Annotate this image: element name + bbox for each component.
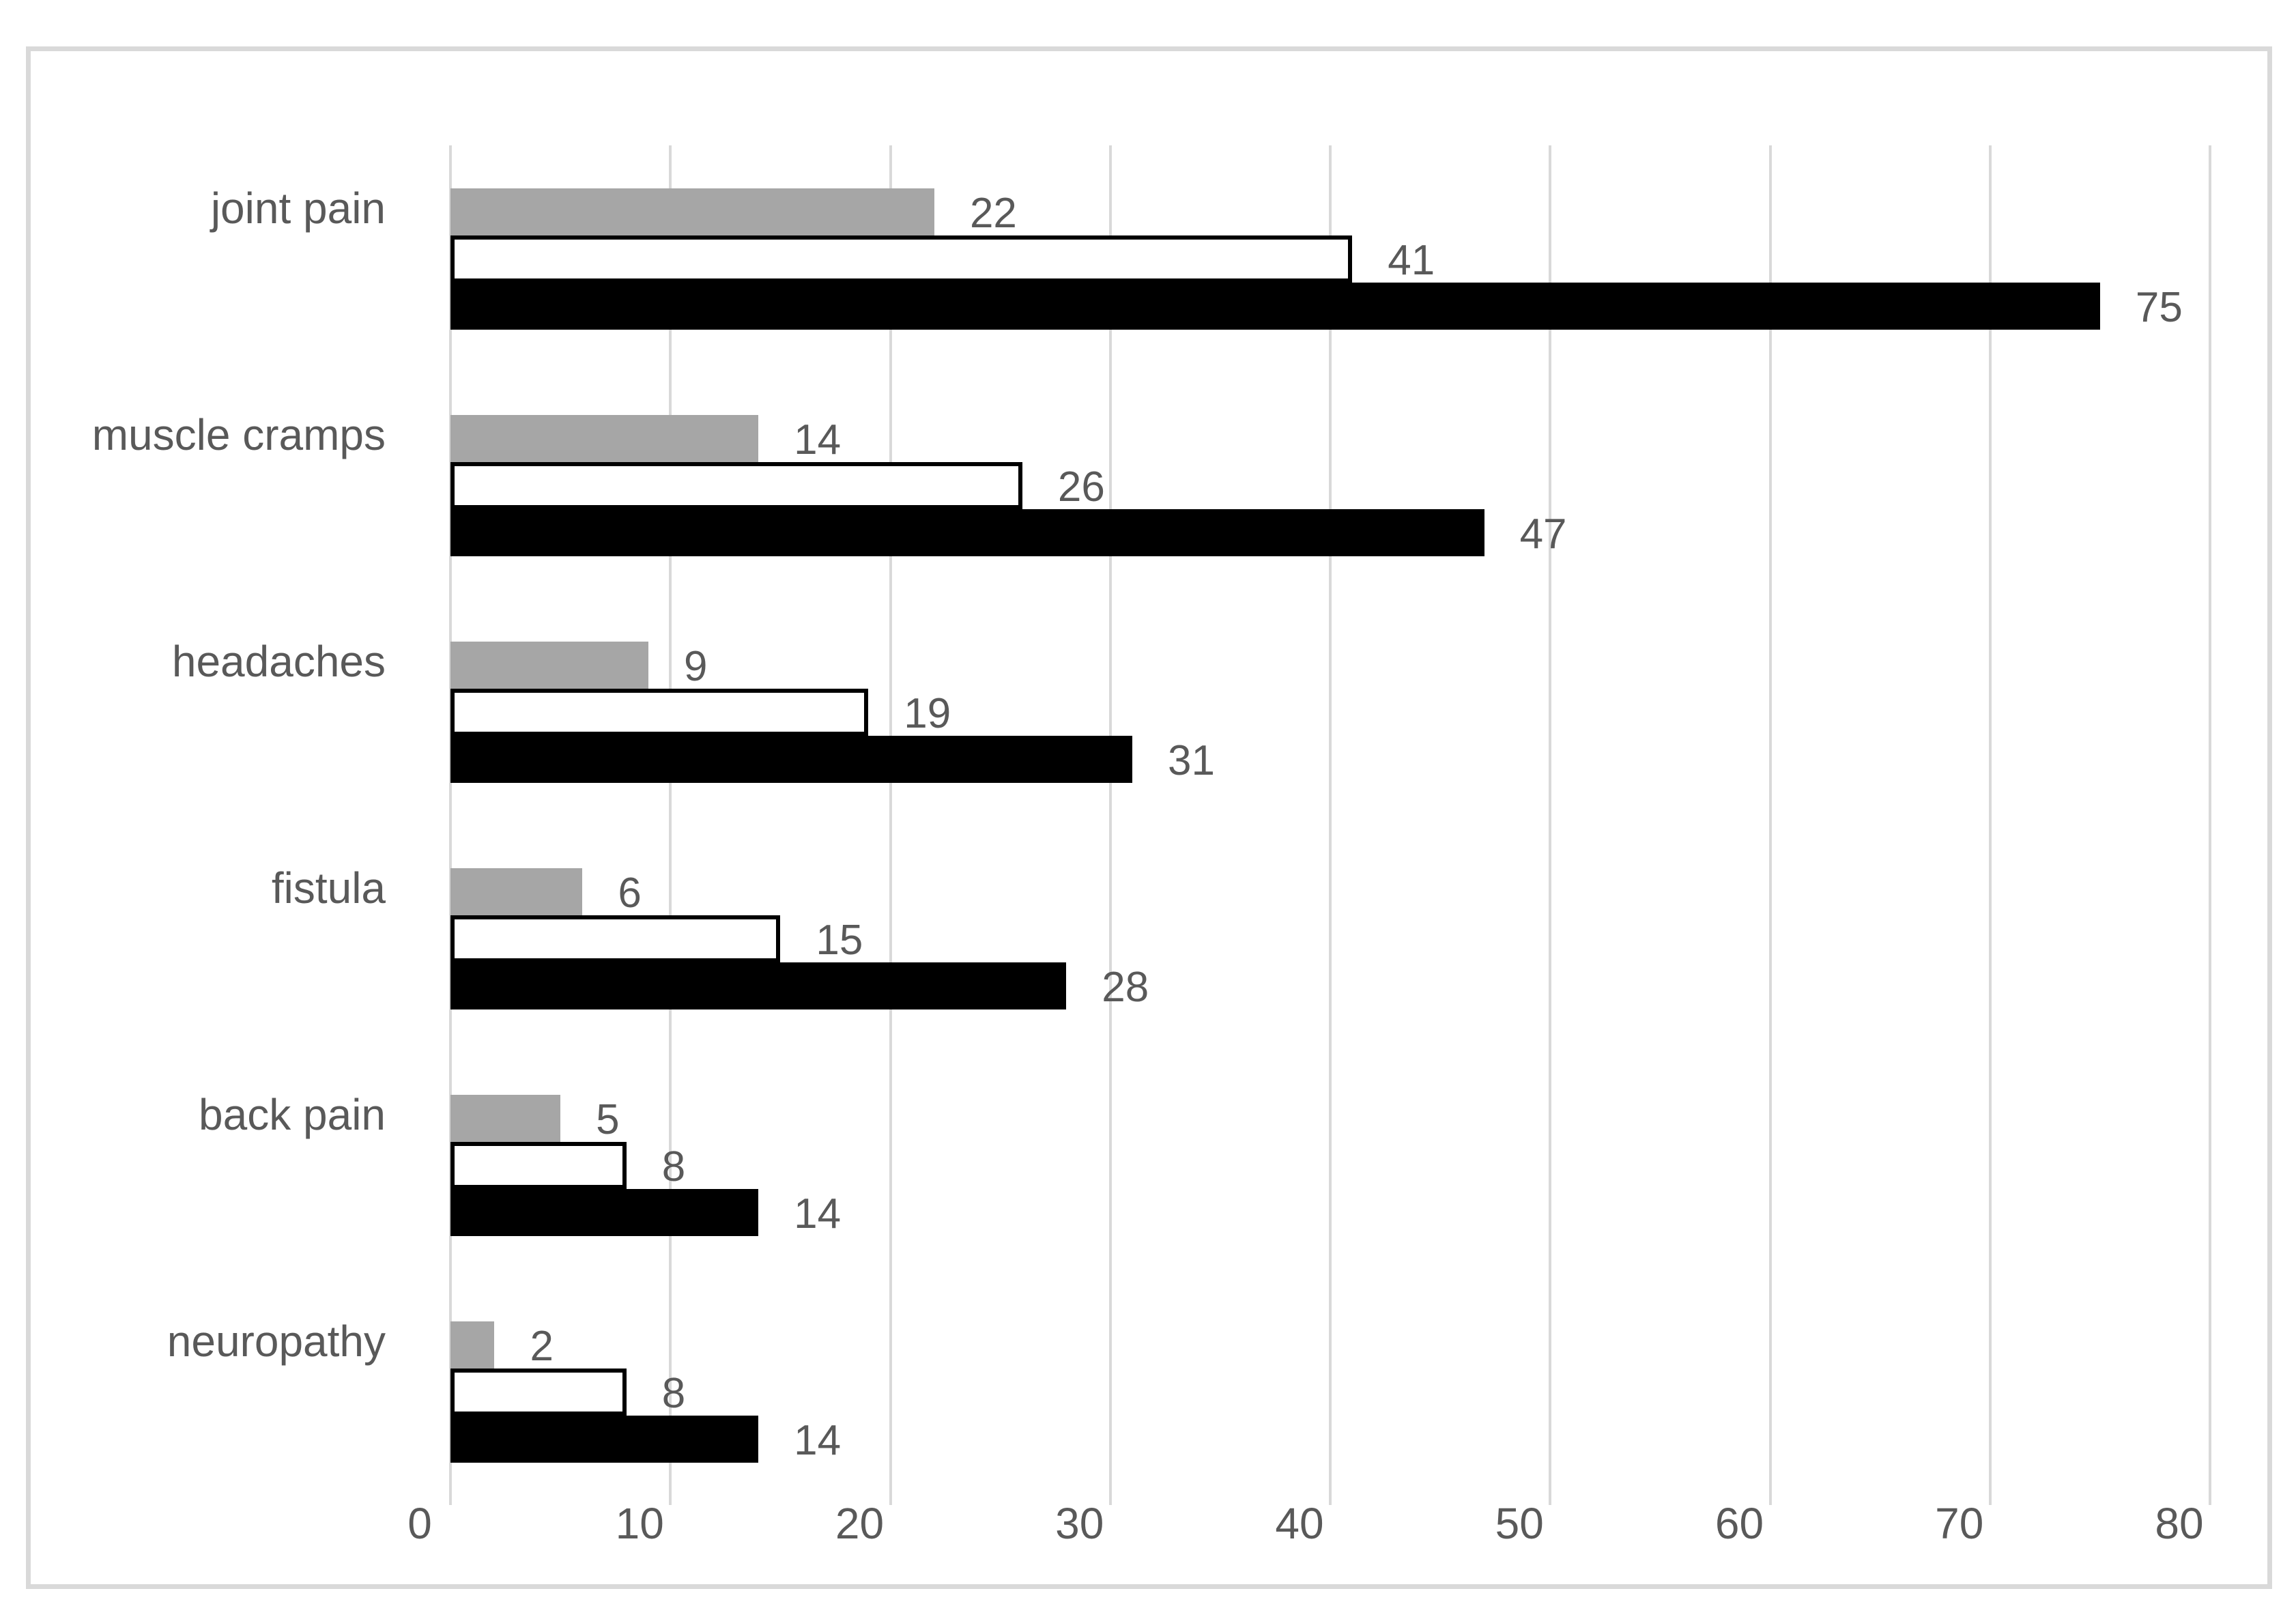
x-axis-tick-10: 10 [615, 1499, 664, 1548]
category-label-headaches: headaches [171, 636, 386, 686]
category-label-joint-pain: joint pain [210, 183, 386, 233]
bar-black-series-neuropathy [450, 1416, 759, 1463]
bar-value-label-gray-series-neuropathy: 2 [530, 1322, 554, 1370]
category-label-muscle-cramps: muscle cramps [91, 410, 386, 459]
bar-value-label-white-series-fistula: 15 [816, 916, 863, 964]
gridline-50 [1549, 145, 1552, 1505]
gridline-30 [1108, 145, 1112, 1505]
bar-value-label-gray-series-fistula: 6 [618, 869, 642, 917]
x-axis-tick-20: 20 [835, 1499, 885, 1548]
bar-gray-series-joint-pain [450, 188, 934, 235]
x-axis-tick-40: 40 [1275, 1499, 1324, 1548]
bar-gray-series-neuropathy [450, 1321, 495, 1369]
gridline-60 [1768, 145, 1772, 1505]
bar-black-series-fistula [450, 962, 1067, 1009]
bar-value-label-white-series-back-pain: 8 [661, 1143, 686, 1190]
bar-gray-series-muscle-cramps [450, 415, 759, 462]
bar-gray-series-fistula [450, 868, 583, 915]
bar-black-series-back-pain [450, 1189, 759, 1236]
x-axis-tick-80: 80 [2155, 1499, 2204, 1548]
bar-gray-series-headaches [450, 642, 649, 689]
bar-white-series-joint-pain [450, 235, 1353, 283]
bar-value-label-gray-series-joint-pain: 22 [969, 189, 1017, 237]
bar-white-series-back-pain [450, 1142, 627, 1189]
bar-value-label-white-series-muscle-cramps: 26 [1057, 463, 1105, 511]
bar-value-label-gray-series-back-pain: 5 [596, 1095, 620, 1143]
gridline-80 [2209, 145, 2211, 1505]
x-axis-tick-70: 70 [1935, 1499, 1984, 1548]
gridline-10 [669, 145, 672, 1505]
bar-value-label-black-series-back-pain: 14 [794, 1190, 842, 1237]
chart-frame: 22 41 75 14 26 47 9 19 31 6 15 28 5 8 14 2 8 14 [26, 46, 2272, 1589]
category-label-back-pain: back pain [199, 1089, 386, 1139]
category-label-fistula: fistula [271, 863, 386, 913]
bar-value-label-black-series-joint-pain: 75 [2135, 283, 2183, 331]
bar-white-series-fistula [450, 915, 781, 962]
x-axis-tick-0: 0 [407, 1499, 432, 1548]
gridline-0 [449, 145, 452, 1505]
plot-area: 22 41 75 14 26 47 9 19 31 6 15 28 5 8 14 2 8 14 [449, 145, 2211, 1505]
bar-gray-series-back-pain [450, 1095, 561, 1142]
bar-value-label-white-series-headaches: 19 [904, 689, 951, 737]
x-axis-tick-30: 30 [1055, 1499, 1104, 1548]
x-axis-tick-50: 50 [1495, 1499, 1544, 1548]
bar-value-label-black-series-neuropathy: 14 [794, 1416, 842, 1464]
bar-value-label-gray-series-muscle-cramps: 14 [794, 416, 842, 463]
x-axis-tick-60: 60 [1714, 1499, 1764, 1548]
bar-white-series-muscle-cramps [450, 462, 1022, 509]
gridline-20 [889, 145, 892, 1505]
bar-white-series-neuropathy [450, 1369, 627, 1416]
bar-white-series-headaches [450, 689, 869, 736]
category-label-neuropathy: neuropathy [167, 1316, 386, 1366]
bar-black-series-muscle-cramps [450, 509, 1484, 556]
bar-value-label-black-series-muscle-cramps: 47 [1519, 510, 1567, 558]
bar-value-label-white-series-neuropathy: 8 [661, 1369, 686, 1417]
bar-value-label-gray-series-headaches: 9 [684, 642, 708, 690]
bar-value-label-white-series-joint-pain: 41 [1388, 236, 1435, 284]
bar-black-series-joint-pain [450, 283, 2100, 330]
gridline-40 [1329, 145, 1332, 1505]
bar-value-label-black-series-fistula: 28 [1102, 963, 1149, 1011]
gridline-70 [1988, 145, 1992, 1505]
bar-black-series-headaches [450, 736, 1132, 783]
bar-value-label-black-series-headaches: 31 [1167, 736, 1215, 784]
